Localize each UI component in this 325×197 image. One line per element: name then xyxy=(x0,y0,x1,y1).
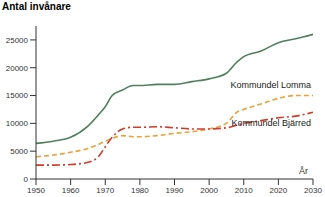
svg-text:1960: 1960 xyxy=(62,186,80,195)
svg-text:2000: 2000 xyxy=(200,186,218,195)
svg-text:1950: 1950 xyxy=(27,186,45,195)
svg-text:5000: 5000 xyxy=(10,147,28,156)
svg-text:Kommundel Bjärred: Kommundel Bjärred xyxy=(231,118,311,128)
svg-text:2010: 2010 xyxy=(235,186,253,195)
svg-text:2030: 2030 xyxy=(304,186,317,195)
svg-text:0: 0 xyxy=(24,175,29,184)
svg-text:15000: 15000 xyxy=(8,91,29,100)
svg-text:1970: 1970 xyxy=(96,186,114,195)
svg-text:1980: 1980 xyxy=(131,186,149,195)
html-text:Antal invånare: Antal invånare xyxy=(2,1,71,12)
svg-text:20000: 20000 xyxy=(8,64,29,73)
svg-text:1990: 1990 xyxy=(166,186,184,195)
svg-text:År: År xyxy=(299,166,308,176)
svg-text:Hela kommunen: Hela kommunen xyxy=(245,26,311,28)
svg-text:25000: 25000 xyxy=(8,36,29,45)
svg-text:2020: 2020 xyxy=(269,186,287,195)
svg-text:10000: 10000 xyxy=(8,119,29,128)
svg-text:Kommundel Lomma: Kommundel Lomma xyxy=(230,80,311,90)
